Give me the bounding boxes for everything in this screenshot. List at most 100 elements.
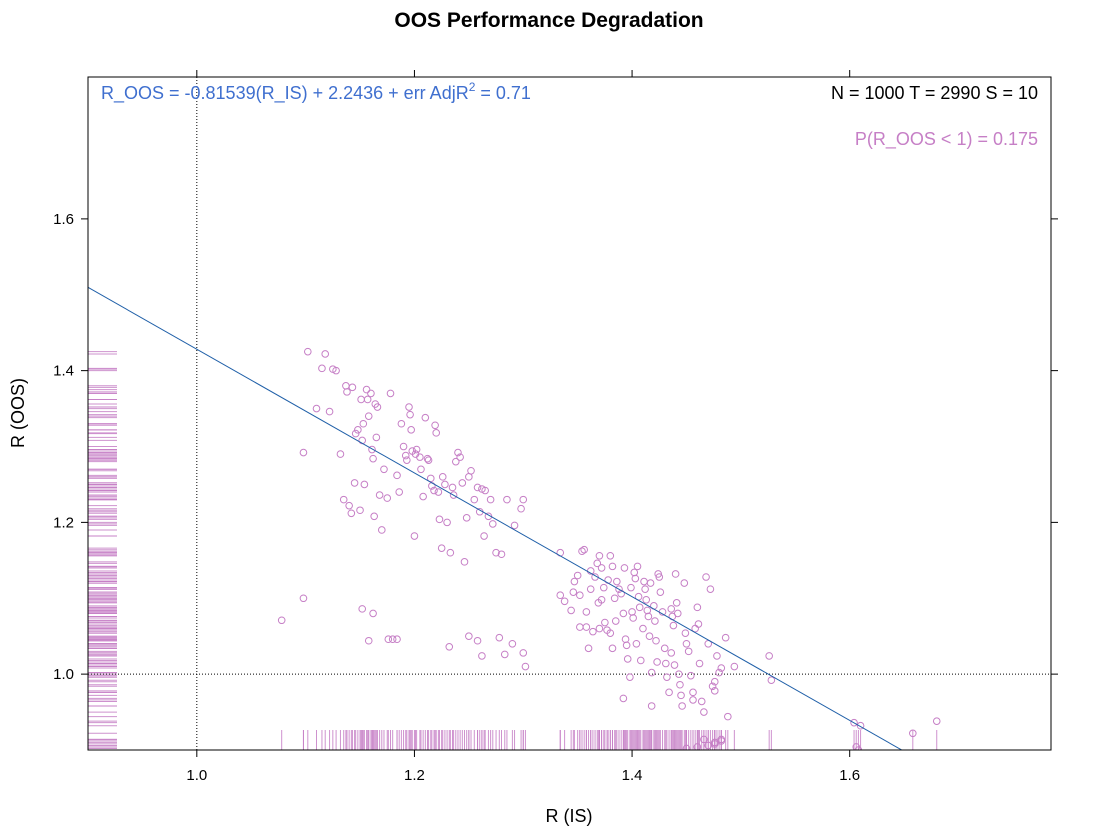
data-point bbox=[336, 450, 345, 458]
data-point bbox=[608, 644, 617, 653]
data-point bbox=[354, 426, 362, 434]
data-point bbox=[909, 729, 917, 738]
data-point bbox=[646, 579, 655, 587]
data-point bbox=[676, 680, 684, 689]
x-axis-label: R (IS) bbox=[546, 806, 593, 826]
data-point bbox=[368, 445, 376, 454]
data-point bbox=[601, 618, 609, 627]
data-point bbox=[441, 480, 449, 489]
data-point bbox=[678, 702, 686, 710]
data-point bbox=[682, 639, 691, 648]
data-point bbox=[632, 639, 641, 648]
data-point bbox=[395, 488, 404, 496]
x-tick-label: 1.6 bbox=[839, 767, 860, 784]
data-point bbox=[610, 594, 619, 603]
equation-value: = 0.71 bbox=[475, 83, 531, 103]
data-point bbox=[597, 564, 606, 572]
data-point bbox=[671, 570, 680, 578]
data-point bbox=[342, 382, 350, 390]
data-point bbox=[653, 658, 661, 666]
data-point bbox=[449, 491, 458, 499]
data-point bbox=[700, 735, 708, 744]
data-point bbox=[856, 721, 865, 730]
data-point bbox=[580, 545, 588, 554]
data-point bbox=[660, 644, 669, 653]
data-point bbox=[358, 605, 367, 613]
data-point bbox=[606, 551, 615, 560]
data-point bbox=[481, 486, 489, 495]
data-point bbox=[372, 433, 381, 442]
data-point bbox=[645, 632, 654, 640]
data-point bbox=[693, 603, 702, 612]
data-point bbox=[451, 457, 460, 466]
data-point bbox=[642, 595, 651, 604]
data-point bbox=[405, 403, 413, 411]
data-point bbox=[623, 655, 632, 663]
data-point bbox=[606, 629, 615, 637]
data-point bbox=[484, 512, 493, 521]
data-point bbox=[430, 486, 438, 495]
data-point bbox=[299, 448, 308, 457]
data-point bbox=[375, 491, 384, 499]
data-point bbox=[627, 583, 635, 592]
data-point bbox=[643, 606, 652, 615]
data-point bbox=[684, 647, 693, 656]
data-point bbox=[631, 574, 640, 583]
data-point bbox=[589, 627, 597, 636]
data-point bbox=[641, 585, 649, 593]
y-tick-label: 1.0 bbox=[53, 666, 74, 683]
data-point bbox=[717, 735, 726, 744]
data-point bbox=[510, 521, 519, 530]
data-point bbox=[448, 483, 457, 492]
data-point bbox=[595, 624, 604, 633]
data-point bbox=[717, 664, 726, 672]
data-point bbox=[663, 673, 671, 681]
data-point bbox=[693, 743, 702, 750]
data-point bbox=[406, 410, 414, 419]
data-point bbox=[339, 495, 348, 504]
data-point bbox=[304, 347, 312, 356]
data-point bbox=[662, 659, 670, 668]
data-point bbox=[446, 548, 455, 557]
data-point bbox=[419, 492, 427, 501]
sample-stats: N = 1000 T = 2990 S = 10 bbox=[831, 83, 1038, 103]
data-point bbox=[689, 688, 697, 697]
data-point bbox=[443, 518, 451, 527]
x-tick-label: 1.2 bbox=[404, 767, 425, 784]
data-point bbox=[599, 583, 608, 592]
data-point bbox=[652, 636, 660, 645]
data-point bbox=[682, 744, 691, 750]
data-point bbox=[345, 501, 353, 510]
data-point bbox=[850, 718, 858, 727]
x-tick-label: 1.0 bbox=[186, 767, 207, 784]
data-point bbox=[639, 624, 647, 633]
y-tick-label: 1.4 bbox=[53, 363, 74, 380]
data-point bbox=[412, 445, 421, 454]
plot-frame bbox=[87, 76, 1052, 751]
data-point bbox=[332, 366, 340, 375]
data-point bbox=[636, 656, 645, 665]
data-point bbox=[681, 629, 690, 637]
data-point bbox=[369, 454, 377, 463]
data-point bbox=[417, 465, 425, 474]
data-point bbox=[386, 389, 395, 398]
data-point bbox=[480, 532, 488, 540]
data-point bbox=[710, 740, 719, 748]
data-point bbox=[370, 512, 378, 521]
data-point bbox=[478, 652, 486, 660]
data-point bbox=[380, 465, 388, 474]
data-point bbox=[715, 668, 723, 677]
data-point bbox=[765, 652, 773, 660]
data-point bbox=[357, 395, 365, 404]
data-point bbox=[393, 635, 401, 644]
data-point bbox=[399, 442, 408, 451]
data-point bbox=[582, 608, 591, 616]
data-point bbox=[364, 636, 373, 645]
data-point bbox=[576, 623, 584, 631]
data-point bbox=[423, 454, 432, 463]
data-point bbox=[604, 576, 612, 584]
data-point bbox=[620, 564, 629, 572]
data-point bbox=[647, 668, 656, 677]
data-point bbox=[667, 649, 676, 657]
